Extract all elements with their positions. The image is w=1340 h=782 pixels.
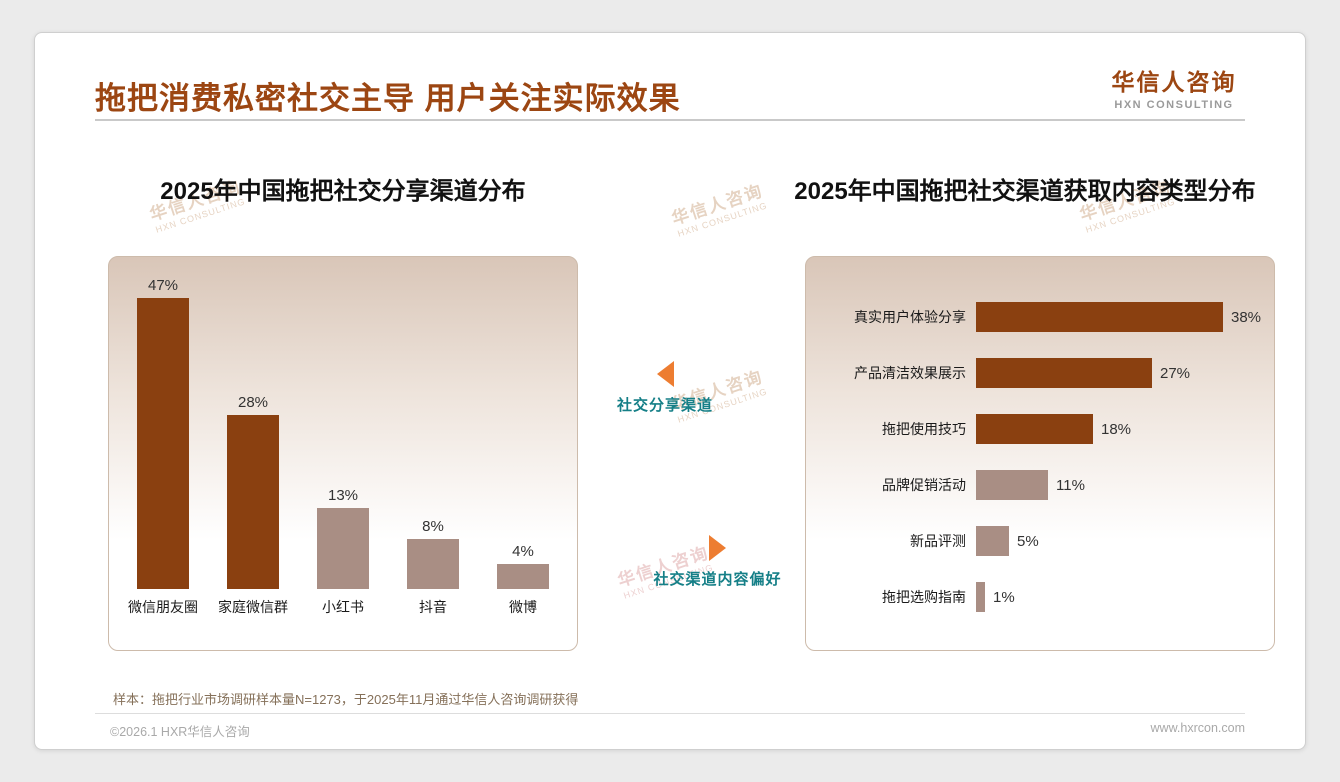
bar-category-label: 小红书 xyxy=(322,599,364,615)
hbar-row: 新品评测 5% xyxy=(816,513,1268,569)
bar xyxy=(227,415,279,589)
hbar-category-label: 拖把选购指南 xyxy=(882,589,966,605)
chart-title-share-channels: 2025年中国拖把社交分享渠道分布 xyxy=(160,178,526,205)
hbar-category-label: 品牌促销活动 xyxy=(882,477,966,493)
copyright-text: ©2026.1 HXR华信人咨询 xyxy=(110,725,250,739)
arrow-left-icon xyxy=(656,361,674,387)
hbar xyxy=(976,302,1223,332)
hbar-value-label: 5% xyxy=(1017,532,1039,550)
bar-category-label: 家庭微信群 xyxy=(218,599,288,615)
bar-value-label: 4% xyxy=(512,543,534,560)
bar-value-label: 47% xyxy=(147,277,179,294)
horizontal-bar-chart-panel: 真实用户体验分享 38% 产品清洁效果展示 27% 拖把使用技巧 18% 品牌促销活动 11%… xyxy=(805,256,1275,651)
hbar xyxy=(976,582,985,612)
bar-column: 13% 小红书 xyxy=(303,487,383,617)
footnote: 样本：拖把行业市场调研样本量N=1273，于2025年11月通过华信人咨询调研获… xyxy=(113,692,579,707)
logo-subtitle: HXN CONSULTING xyxy=(1114,99,1234,111)
hbar-category-label: 新品评测 xyxy=(910,533,966,549)
hbar-value-label: 27% xyxy=(1160,364,1191,382)
hbar-row: 拖把使用技巧 18% xyxy=(816,401,1268,457)
hbar-category-label: 拖把使用技巧 xyxy=(882,421,966,437)
watermark: 华信人咨询 HXN CONSULTING xyxy=(670,181,770,240)
annotation-label-content: 社交渠道内容偏好 xyxy=(653,571,782,588)
hbar-value-label: 1% xyxy=(993,588,1015,606)
hbar-value-label: 18% xyxy=(1101,420,1132,438)
annotation-share-channel: 社交分享渠道 xyxy=(580,361,750,415)
hbar-row: 产品清洁效果展示 27% xyxy=(816,345,1268,401)
footer-divider xyxy=(95,713,1245,714)
bar-column: 28% 家庭微信群 xyxy=(213,394,293,617)
bar xyxy=(497,564,549,589)
bar-column: 47% 微信朋友圈 xyxy=(123,277,203,617)
hbar xyxy=(976,526,1009,556)
header-divider xyxy=(95,119,1245,121)
chart-title-content-types: 2025年中国拖把社交渠道获取内容类型分布 xyxy=(794,178,1256,205)
annotation-label-share: 社交分享渠道 xyxy=(616,397,713,414)
hbar-category-label: 产品清洁效果展示 xyxy=(854,365,966,381)
vertical-bar-chart-panel: 47% 微信朋友圈 28% 家庭微信群 13% 小红书 8% 抖音 4% 微博 xyxy=(108,256,578,651)
slide-card: 拖把消费私密社交主导 用户关注实际效果 华信人咨询 HXN CONSULTING… xyxy=(34,32,1306,750)
annotation-content-preference: 社交渠道内容偏好 xyxy=(625,535,810,589)
hbar-category-label: 真实用户体验分享 xyxy=(854,309,966,325)
bar-value-label: 28% xyxy=(237,394,269,411)
vertical-bar-plot: 47% 微信朋友圈 28% 家庭微信群 13% 小红书 8% 抖音 4% 微博 xyxy=(123,265,563,617)
company-logo: 华信人咨询 HXN CONSULTING xyxy=(1098,63,1250,111)
watermark-subtext: HXN CONSULTING xyxy=(676,200,769,240)
hbar-value-label: 38% xyxy=(1231,308,1262,326)
hbar xyxy=(976,470,1048,500)
logo-name: 华信人咨询 xyxy=(1111,69,1237,95)
hbar-row: 拖把选购指南 1% xyxy=(816,569,1268,625)
watermark-text: 华信人咨询 xyxy=(669,181,766,229)
hbar xyxy=(976,358,1152,388)
hbar-value-label: 11% xyxy=(1056,476,1085,494)
bar-column: 4% 微博 xyxy=(483,543,563,617)
bar-category-label: 微信朋友圈 xyxy=(128,599,198,615)
hbar-row: 真实用户体验分享 38% xyxy=(816,289,1268,345)
arrow-right-icon xyxy=(709,535,726,561)
horizontal-bar-plot: 真实用户体验分享 38% 产品清洁效果展示 27% 拖把使用技巧 18% 品牌促销活动 11%… xyxy=(816,289,1268,625)
bar-value-label: 13% xyxy=(327,487,359,504)
hbar-row: 品牌促销活动 11% xyxy=(816,457,1268,513)
bar-category-label: 抖音 xyxy=(419,599,447,615)
bar xyxy=(137,298,189,589)
bar-value-label: 8% xyxy=(422,518,444,535)
bar xyxy=(317,508,369,589)
bar-category-label: 微博 xyxy=(509,599,537,615)
website-text: www.hxrcon.com xyxy=(1150,721,1245,735)
bar xyxy=(407,539,459,589)
hbar xyxy=(976,414,1093,444)
page-title: 拖把消费私密社交主导 用户关注实际效果 xyxy=(95,81,681,116)
bar-column: 8% 抖音 xyxy=(393,518,473,617)
